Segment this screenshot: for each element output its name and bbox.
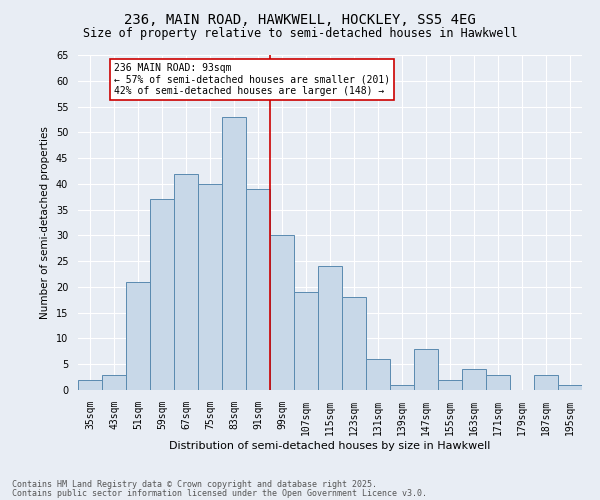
Bar: [294, 292, 318, 390]
Bar: [486, 374, 510, 390]
Bar: [366, 359, 390, 390]
Bar: [174, 174, 198, 390]
Bar: [390, 385, 414, 390]
Bar: [246, 189, 270, 390]
Bar: [558, 385, 582, 390]
Text: Contains public sector information licensed under the Open Government Licence v3: Contains public sector information licen…: [12, 488, 427, 498]
Bar: [342, 297, 366, 390]
Bar: [318, 266, 342, 390]
Bar: [78, 380, 102, 390]
Bar: [198, 184, 222, 390]
Bar: [150, 200, 174, 390]
Bar: [222, 117, 246, 390]
Bar: [534, 374, 558, 390]
Bar: [414, 349, 438, 390]
Bar: [102, 374, 126, 390]
Y-axis label: Number of semi-detached properties: Number of semi-detached properties: [40, 126, 50, 319]
Text: Contains HM Land Registry data © Crown copyright and database right 2025.: Contains HM Land Registry data © Crown c…: [12, 480, 377, 489]
Bar: [438, 380, 462, 390]
Text: Size of property relative to semi-detached houses in Hawkwell: Size of property relative to semi-detach…: [83, 28, 517, 40]
Text: 236, MAIN ROAD, HAWKWELL, HOCKLEY, SS5 4EG: 236, MAIN ROAD, HAWKWELL, HOCKLEY, SS5 4…: [124, 12, 476, 26]
Bar: [126, 282, 150, 390]
Text: 236 MAIN ROAD: 93sqm
← 57% of semi-detached houses are smaller (201)
42% of semi: 236 MAIN ROAD: 93sqm ← 57% of semi-detac…: [114, 62, 390, 96]
X-axis label: Distribution of semi-detached houses by size in Hawkwell: Distribution of semi-detached houses by …: [169, 440, 491, 450]
Bar: [462, 370, 486, 390]
Bar: [270, 236, 294, 390]
